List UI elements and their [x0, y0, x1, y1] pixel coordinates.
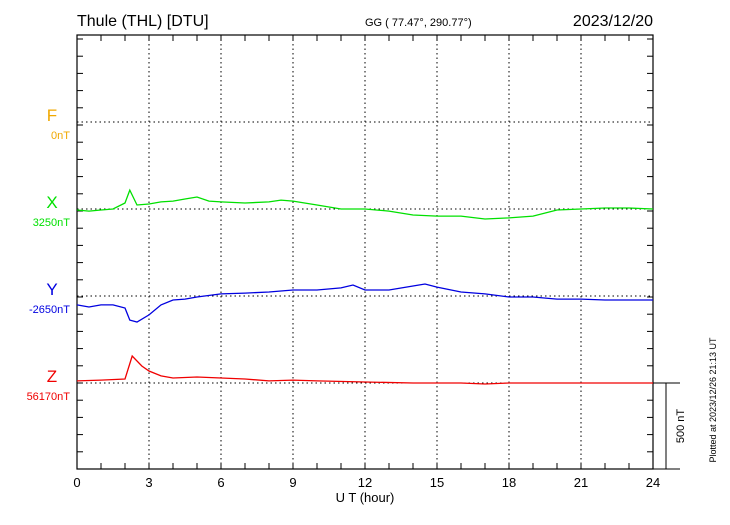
x-tick-label: 0: [73, 475, 80, 490]
scale-bar: 500 nT: [653, 382, 687, 470]
series-baseline-f: 0nT: [51, 130, 70, 142]
date: 2023/12/20: [573, 13, 653, 30]
series-name-x: X: [46, 193, 57, 212]
x-tick-label: 15: [430, 475, 444, 490]
series-name-z: Z: [47, 367, 57, 386]
x-tick-label: 12: [358, 475, 372, 490]
x-tick-labels: 0 3 6 9 12 15 18 21 24: [73, 475, 660, 490]
coordinates: GG ( 77.47°, 290.77°): [365, 17, 472, 29]
series-name-f: F: [47, 106, 57, 125]
x-tick-label: 18: [502, 475, 516, 490]
x-tick-label: 6: [217, 475, 224, 490]
x-tick-label: 9: [289, 475, 296, 490]
x-tick-label: 3: [145, 475, 152, 490]
series-lines: [76, 188, 654, 385]
series-name-y: Y: [46, 280, 57, 299]
grid: [77, 35, 653, 469]
series-baseline-z: 56170nT: [27, 391, 71, 403]
x-tick-label: 24: [646, 475, 660, 490]
series-labels: F 0nT X 3250nT Y -2650nT Z 56170nT: [27, 106, 71, 403]
series-line-z: [76, 354, 653, 385]
series-line-y: [76, 283, 653, 323]
x-tick-label: 21: [574, 475, 588, 490]
scale-bar-label: 500 nT: [675, 409, 687, 444]
x-axis-label: U T (hour): [336, 490, 395, 505]
series-baseline-x: 3250nT: [33, 217, 71, 229]
series-baseline-y: -2650nT: [29, 304, 70, 316]
plotted-timestamp: Plotted at 2023/12/26 21:13 UT: [708, 337, 718, 463]
series-line-x: [76, 188, 654, 220]
station-title: Thule (THL) [DTU]: [77, 13, 209, 30]
axes: [76, 34, 654, 470]
